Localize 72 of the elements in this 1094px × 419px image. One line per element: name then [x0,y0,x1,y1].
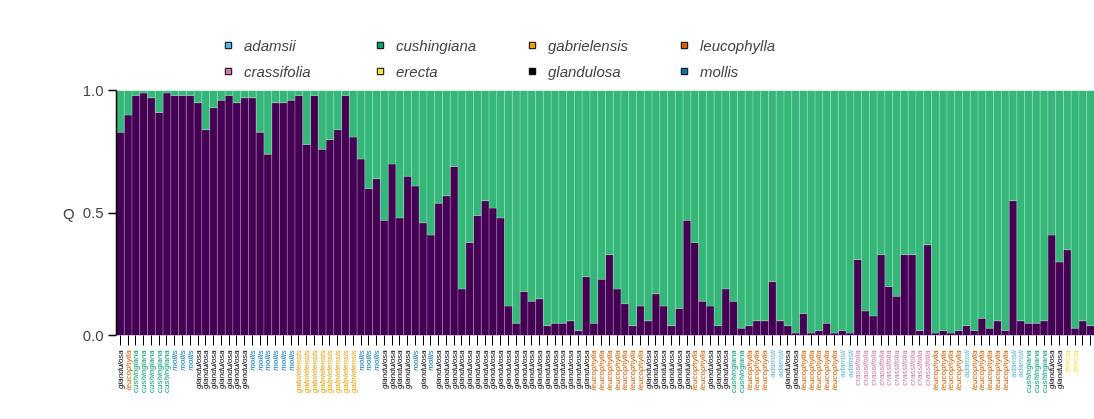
x-tick-label: glandulosa [434,349,444,389]
x-tick-label: crassifolia [923,349,933,386]
x-tick-label: crassifolia [853,349,863,386]
x-tick-label: cushingiana [729,349,739,393]
x-tick-label: leucophylla [698,349,708,391]
x-tick-label: crassifolia [876,349,886,386]
legend-label: cushingiana [396,36,478,54]
x-tick-label: glandulosa [659,349,669,389]
x-tick-label: mollis [426,350,436,371]
y-axis-title: Q [62,204,75,222]
x-tick-label: glandulosa [496,349,506,389]
x-tick-label: glandulosa [403,349,413,389]
x-tick-label: glandulosa [783,349,793,389]
x-tick-label: leucophylla [969,349,979,391]
x-tick-label: mollis [271,350,281,371]
x-tick-label: leucophylla [954,349,964,391]
legend-label: adamsii [244,36,297,54]
x-tick-label: crassifolia [899,349,909,386]
x-tick-label: glandulosa [566,349,576,389]
x-tick-label: glandulosa [418,349,428,389]
legend-label: crassifolia [244,62,312,80]
x-tick-label: leucophylla [822,349,832,391]
x-tick-label: glandulosa [379,349,389,389]
legend-label: erecta [396,62,439,80]
x-tick-label: cushingiana [139,349,149,393]
x-tick-label: mollis [372,350,382,371]
x-tick-label: mollis [177,350,187,371]
x-tick-label: glandulosa [193,349,203,389]
y-tick-label: 0.5 [82,204,104,221]
x-tick-label: adamsii [775,349,785,378]
x-tick-label: mollis [278,350,288,371]
x-tick-label: adamsii [845,349,855,378]
x-tick-label: leucophylla [760,349,770,391]
x-tick-label: mollis [356,350,366,371]
y-tick-label: 0.0 [82,326,104,344]
legend-label: gabrielensis [548,36,630,54]
x-tick-label: crassifolia [861,349,871,386]
x-tick-label: glandulosa [791,349,801,389]
x-tick-label: erecta [1070,349,1080,373]
x-tick-label: leucophylla [930,349,940,391]
x-tick-label: mollis [255,350,265,371]
x-tick-label: glandulosa [1055,349,1065,389]
x-tick-label: cushingiana [1024,349,1034,393]
x-tick-label: gabrielensis [302,350,312,393]
legend-label: glandulosa [548,62,622,80]
legend-label: mollis [700,62,740,80]
x-tick-label: erecta [1062,349,1072,373]
x-tick-label: mollis [286,350,296,371]
x-tick-label: mollis [364,350,374,371]
x-tick-label: glandulosa [115,349,125,389]
x-tick-label: mollis [247,350,257,371]
x-tick-label: mollis [263,350,273,371]
x-tick-label: mollis [170,350,180,371]
x-tick-label: glandulosa [535,349,545,389]
x-tick-label: glandulosa [240,349,250,389]
x-tick-label: crassifolia [868,349,878,386]
x-tick-label: leucophylla [628,349,638,391]
x-tick-label: crassifolia [892,349,902,386]
x-tick-label: gabrielensis [333,350,343,393]
x-tick-label: crassifolia [915,349,925,386]
x-tick-label: glandulosa [209,349,219,389]
x-tick-label: crassifolia [907,349,917,386]
x-tick-label: gabrielensis [294,350,304,393]
x-tick-label: mollis [410,350,420,371]
y-tick-label: 1.0 [82,81,104,99]
x-tick-label: leucophylla [985,349,995,391]
x-tick-label: leucophylla [597,349,607,391]
x-tick-label: crassifolia [884,349,894,386]
legend-label: leucophylla [700,36,777,54]
x-tick-label: adamsii [1016,349,1026,378]
x-tick-label: mollis [185,350,195,371]
x-tick-label: glandulosa [465,349,475,389]
